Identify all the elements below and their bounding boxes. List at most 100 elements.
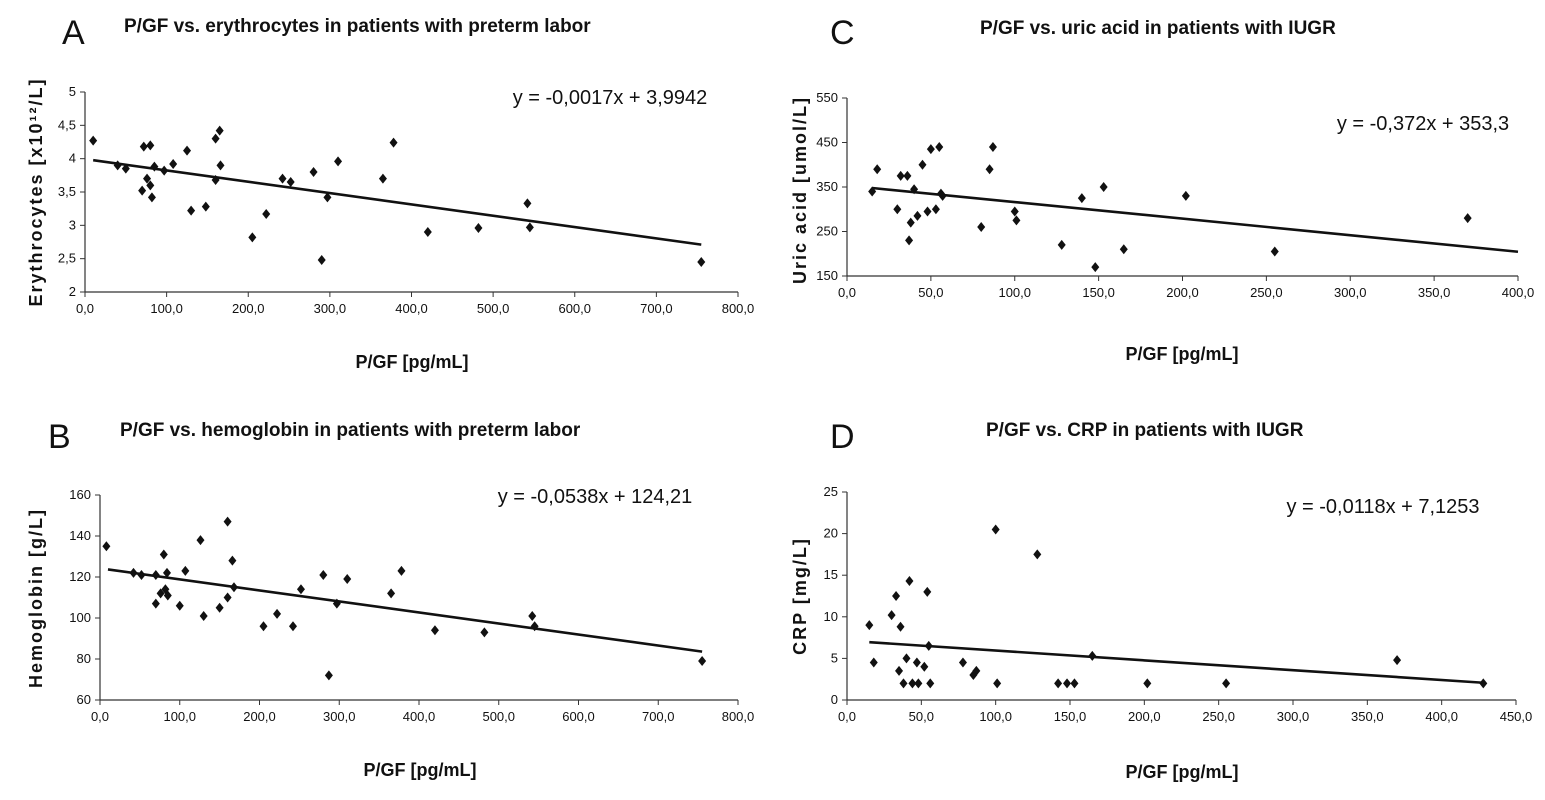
- data-point: [697, 257, 706, 267]
- y-tick-label: 15: [824, 567, 838, 582]
- x-tick-label: 150,0: [1054, 709, 1087, 724]
- data-point: [262, 209, 271, 219]
- data-point: [910, 184, 919, 195]
- data-point: [146, 140, 155, 151]
- y-tick-label: 120: [69, 569, 91, 584]
- data-point: [150, 161, 159, 172]
- data-point: [1091, 262, 1100, 273]
- data-point: [162, 567, 171, 578]
- x-axis-label: P/GF [pg/mL]: [1126, 344, 1239, 364]
- data-point: [698, 656, 707, 667]
- chart-title-b: P/GF vs. hemoglobin in patients with pre…: [120, 420, 581, 441]
- x-tick-label: 500,0: [482, 709, 515, 724]
- chart-title-a: P/GF vs. erythrocytes in patients with p…: [124, 16, 591, 37]
- data-point: [343, 574, 352, 585]
- data-point: [223, 592, 232, 603]
- data-point: [908, 678, 917, 689]
- data-point: [1393, 655, 1402, 666]
- y-tick-label: 4: [69, 151, 76, 166]
- data-point: [187, 205, 196, 216]
- data-point: [223, 516, 232, 527]
- panel-letter-c: C: [830, 14, 855, 52]
- chart-svg-b: 60 80 100 120 140 160 0,0 100,0 200,0 300,0 400,0 5…: [26, 486, 754, 780]
- data-point: [931, 204, 940, 215]
- data-point: [248, 232, 257, 243]
- data-point: [887, 610, 896, 621]
- x-tick-label: 250,0: [1202, 709, 1235, 724]
- data-point: [129, 567, 138, 578]
- data-point: [899, 678, 908, 689]
- y-tick-label: 3,5: [58, 184, 76, 199]
- data-point: [906, 217, 915, 228]
- data-point: [273, 608, 282, 619]
- chart-svg-c: 150 250 350 450 550 0,0 50,0 100,0 150,0 200,0 250…: [790, 90, 1534, 364]
- data-point: [147, 192, 156, 203]
- data-point: [151, 598, 160, 609]
- data-point: [1463, 213, 1472, 224]
- x-tick-label: 200,0: [243, 709, 276, 724]
- data-point: [143, 173, 152, 184]
- x-tick-label: 500,0: [477, 301, 510, 316]
- data-point: [201, 201, 210, 212]
- data-point: [1088, 650, 1097, 661]
- data-point: [926, 144, 935, 155]
- data-point: [146, 180, 155, 191]
- data-point: [259, 621, 268, 632]
- x-tick-label: 100,0: [150, 301, 183, 316]
- data-point: [196, 535, 205, 546]
- data-point: [991, 524, 1000, 535]
- x-tick-label: 0,0: [838, 285, 856, 300]
- data-point: [972, 665, 981, 676]
- regression-equation: y = -0,0118x + 7,1253: [1286, 496, 1479, 518]
- x-axis-label: P/GF [pg/mL]: [364, 760, 477, 780]
- data-point: [151, 569, 160, 580]
- regression-equation: y = -0,0017x + 3,9942: [513, 87, 708, 109]
- data-point: [137, 569, 146, 580]
- data-point: [102, 541, 111, 552]
- data-point: [181, 565, 190, 576]
- x-tick-label: 50,0: [918, 285, 943, 300]
- x-tick-label: 150,0: [1082, 285, 1115, 300]
- y-tick-label: 4,5: [58, 117, 76, 132]
- data-point: [1143, 678, 1152, 689]
- x-tick-label: 0,0: [838, 709, 856, 724]
- data-point: [397, 565, 406, 576]
- data-point: [387, 588, 396, 599]
- y-tick-label: 150: [816, 268, 838, 283]
- x-tick-label: 250,0: [1250, 285, 1283, 300]
- data-point: [332, 598, 341, 609]
- data-point: [309, 167, 318, 177]
- y-tick-label: 5: [831, 650, 838, 665]
- data-point: [530, 621, 539, 632]
- data-point: [286, 177, 295, 187]
- y-tick-label: 80: [77, 651, 91, 666]
- data-point: [926, 678, 935, 689]
- data-point: [920, 661, 929, 672]
- x-tick-label: 0,0: [91, 709, 109, 724]
- x-tick-label: 350,0: [1418, 285, 1451, 300]
- x-tick-label: 100,0: [998, 285, 1031, 300]
- data-point: [474, 223, 483, 233]
- data-point: [1057, 239, 1066, 250]
- y-tick-label: 2,5: [58, 251, 76, 266]
- data-point: [175, 600, 184, 611]
- data-point: [1070, 678, 1079, 689]
- x-tick-label: 600,0: [562, 709, 595, 724]
- data-point: [1012, 215, 1021, 226]
- data-point: [1033, 549, 1042, 560]
- chart-panel-b: B P/GF vs. hemoglobin in patients with p…: [0, 400, 772, 800]
- data-point: [865, 620, 874, 631]
- data-point: [215, 602, 224, 613]
- data-point: [199, 610, 208, 621]
- x-tick-label: 300,0: [1277, 709, 1310, 724]
- y-tick-label: 60: [77, 692, 91, 707]
- y-tick-label: 550: [816, 90, 838, 105]
- y-tick-label: 0: [831, 692, 838, 707]
- y-tick-label: 160: [69, 487, 91, 502]
- trendline: [107, 568, 703, 653]
- data-point: [156, 588, 165, 599]
- chart-panel-c: C P/GF vs. uric acid in patients with IU…: [772, 0, 1545, 400]
- x-tick-label: 400,0: [395, 301, 428, 316]
- data-point: [914, 678, 923, 689]
- data-point: [169, 159, 178, 169]
